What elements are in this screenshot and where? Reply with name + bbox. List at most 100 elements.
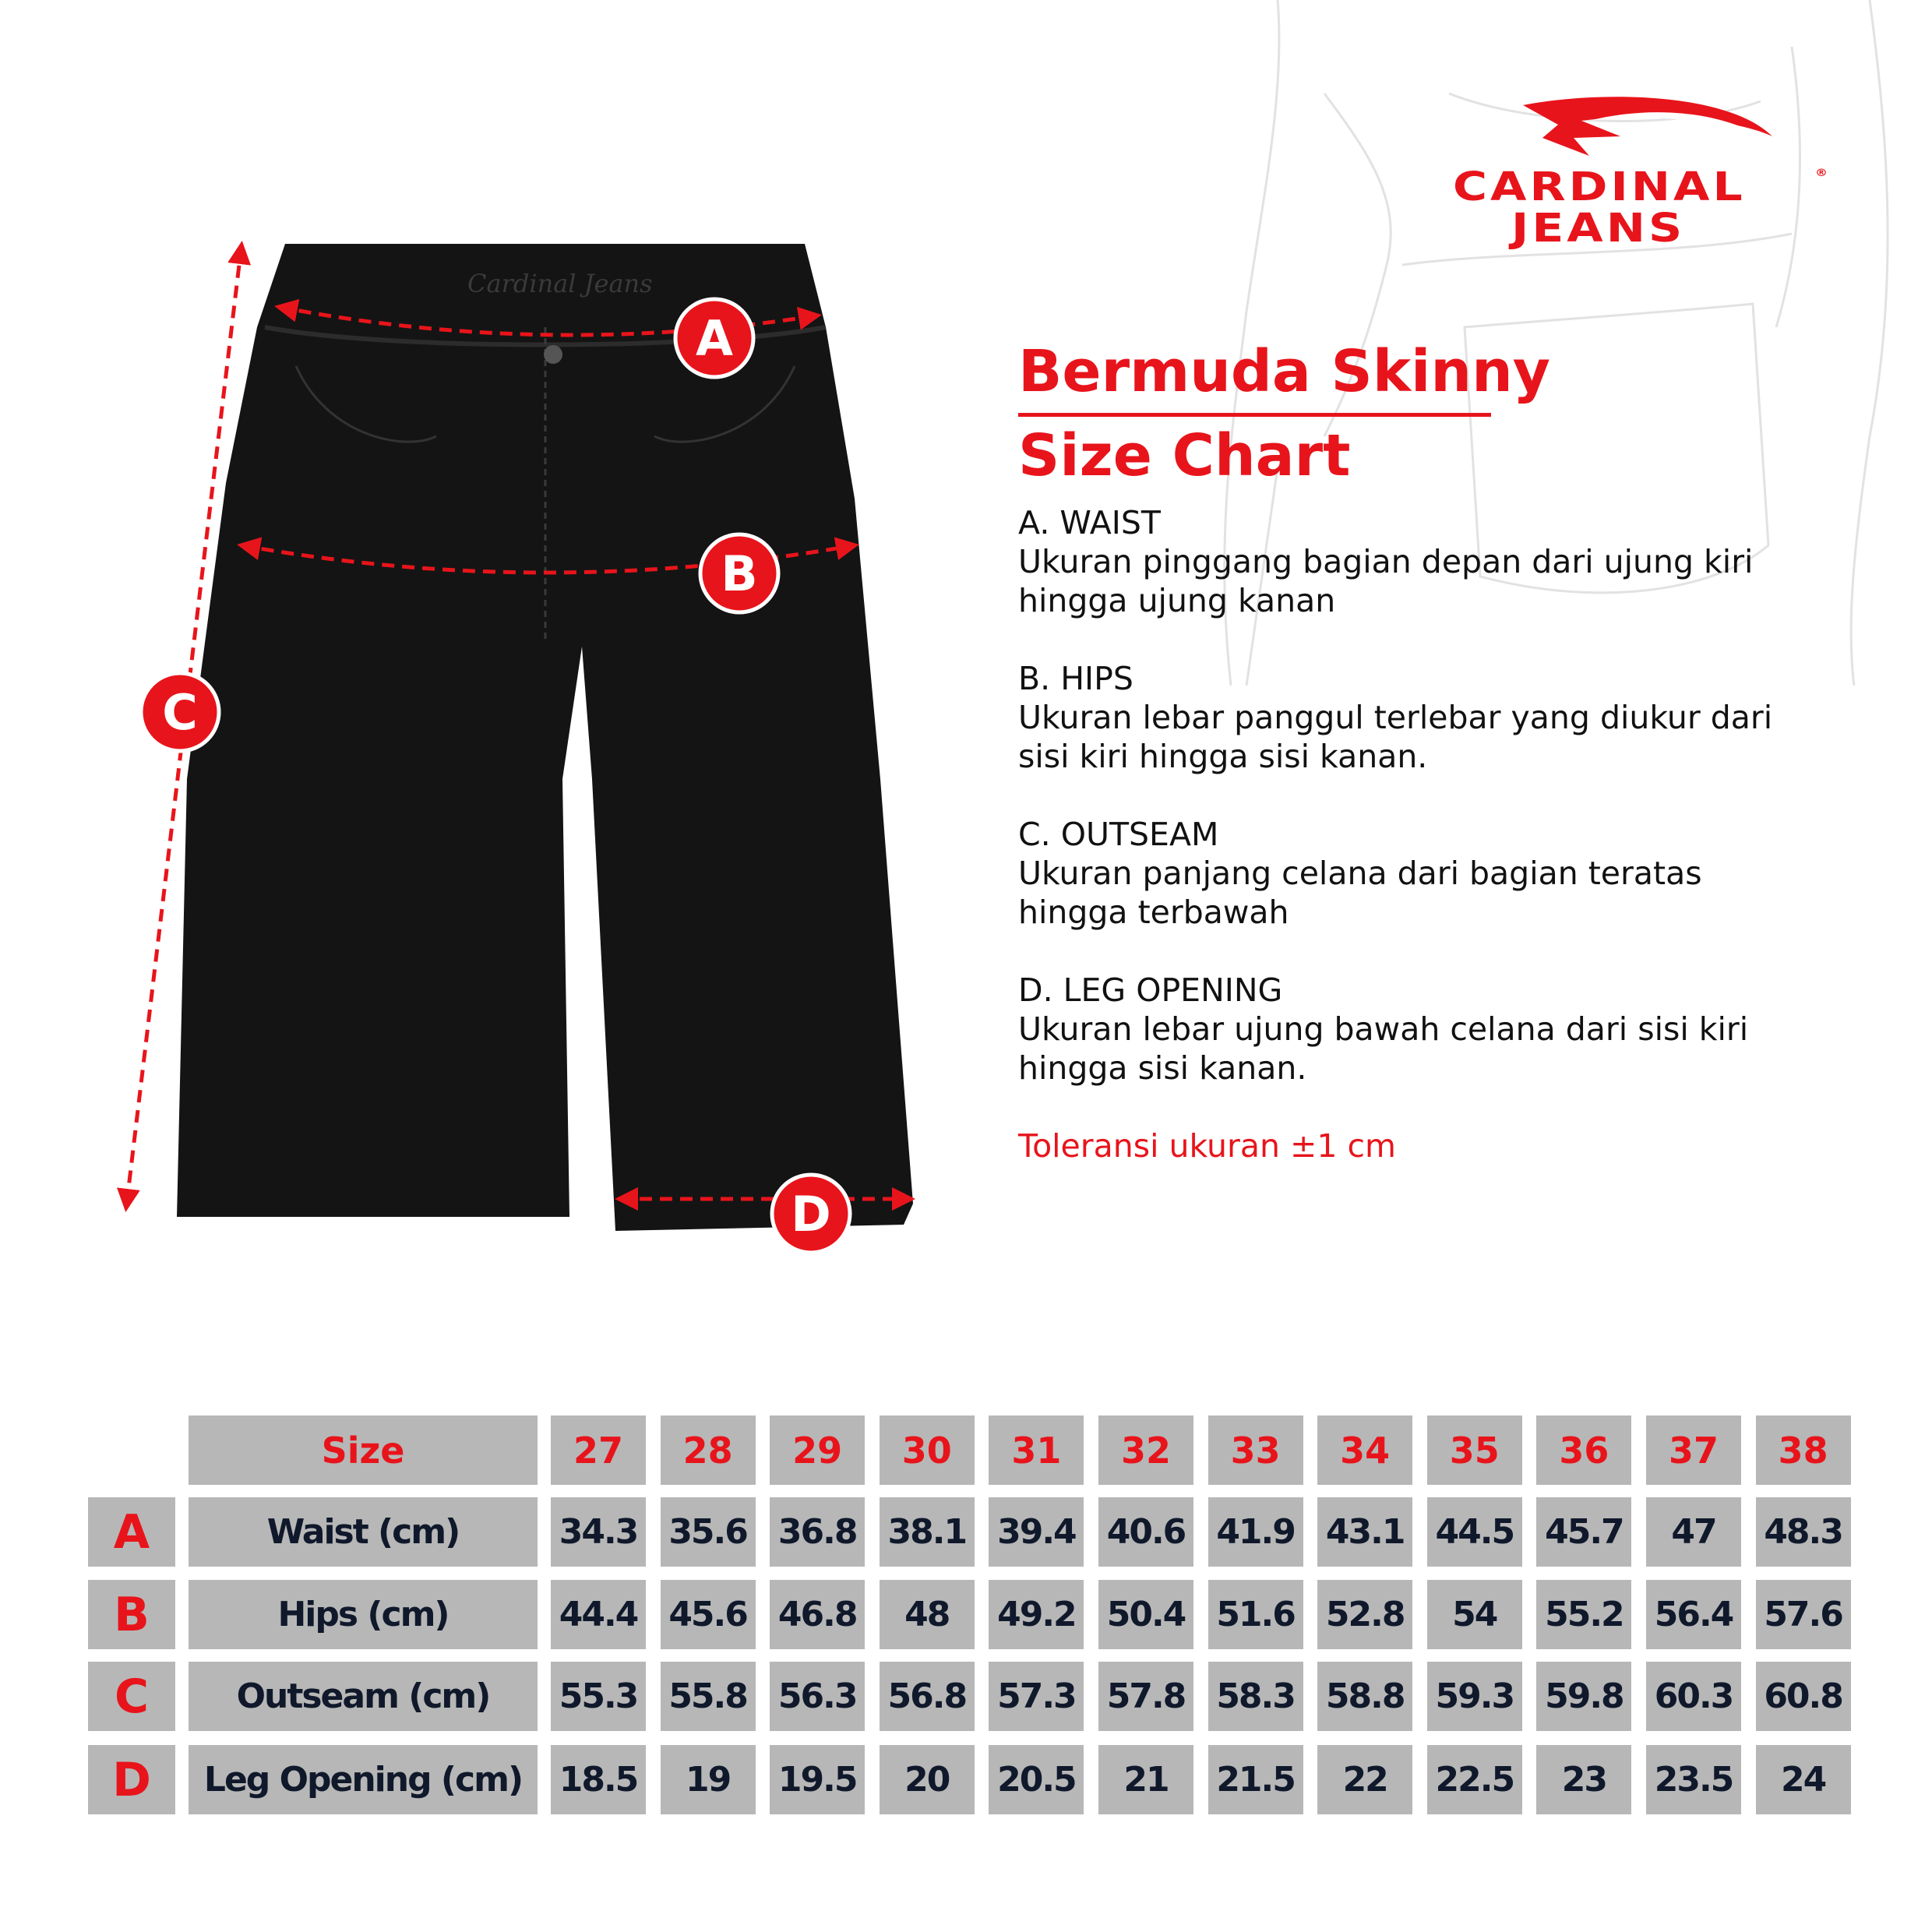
table-cell: 44.5	[1426, 1497, 1522, 1567]
waist-description: A. WAIST Ukuran pinggang bagian depan da…	[1018, 503, 1797, 620]
table-cell: 56.8	[879, 1662, 975, 1731]
table-cell: 39.4	[989, 1497, 1084, 1567]
row-letter: C	[88, 1662, 175, 1731]
svg-text:D: D	[791, 1186, 830, 1243]
svg-text:B: B	[721, 545, 757, 602]
cardinal-jeans-logo: CARDINAL ® JEANS	[1449, 90, 1839, 253]
size-column-header: 38	[1755, 1416, 1851, 1485]
table-cell: 52.8	[1317, 1580, 1413, 1649]
table-cell: 19	[660, 1745, 756, 1814]
title-underline	[1018, 413, 1491, 417]
hips-measure-line	[237, 537, 859, 575]
product-title: Bermuda Skinny	[1018, 338, 1551, 405]
svg-text:C: C	[162, 684, 198, 741]
row-label: Hips (cm)	[189, 1580, 538, 1649]
table-cell: 59.3	[1426, 1662, 1522, 1731]
table-cell: 43.1	[1317, 1497, 1413, 1567]
size-column-header: 34	[1317, 1416, 1413, 1485]
registered-mark: ®	[1815, 166, 1828, 179]
bird-swoosh-icon	[1523, 97, 1772, 156]
row-letter: B	[88, 1580, 175, 1649]
size-column-header: 28	[660, 1416, 756, 1485]
brand-line2: JEANS	[1511, 205, 1686, 252]
table-cell: 18.5	[551, 1745, 646, 1814]
row-letter: D	[88, 1745, 175, 1814]
jeans-illustration: Cardinal Jeans A B C D	[116, 241, 915, 1255]
size-header: Size	[189, 1416, 538, 1485]
hips-description: B. HIPS Ukuran lebar panggul terlebar ya…	[1018, 659, 1797, 776]
table-cell: 41.9	[1208, 1497, 1303, 1567]
table-cell: 55.8	[660, 1662, 756, 1731]
marker-b: B	[698, 532, 781, 615]
section-heading: D. LEG OPENING	[1018, 971, 1283, 1009]
table-cell: 58.3	[1208, 1662, 1303, 1731]
row-label: Outseam (cm)	[189, 1662, 538, 1731]
svg-text:A: A	[696, 310, 733, 367]
table-cell: 21.5	[1208, 1745, 1303, 1814]
table-cell: 57.8	[1098, 1662, 1193, 1731]
table-cell: 35.6	[660, 1497, 756, 1567]
table-cell: 22	[1317, 1745, 1413, 1814]
table-cell: 44.4	[551, 1580, 646, 1649]
leg-opening-description: D. LEG OPENING Ukuran lebar ujung bawah …	[1018, 971, 1797, 1088]
table-cell: 21	[1098, 1745, 1193, 1814]
size-column-header: 32	[1098, 1416, 1193, 1485]
marker-a: A	[673, 297, 756, 379]
table-cell: 45.6	[660, 1580, 756, 1649]
table-cell: 22.5	[1426, 1745, 1522, 1814]
table-cell: 50.4	[1098, 1580, 1193, 1649]
table-cell: 51.6	[1208, 1580, 1303, 1649]
table-cell: 34.3	[551, 1497, 646, 1567]
marker-d: D	[770, 1172, 852, 1255]
table-cell: 56.4	[1646, 1580, 1741, 1649]
table-cell: 48.3	[1755, 1497, 1851, 1567]
table-cell: 40.6	[1098, 1497, 1193, 1567]
table-cell: 20	[879, 1745, 975, 1814]
size-column-header: 36	[1536, 1416, 1632, 1485]
table-cell: 20.5	[989, 1745, 1084, 1814]
table-cell: 47	[1646, 1497, 1741, 1567]
table-cell: 60.3	[1646, 1662, 1741, 1731]
row-label: Leg Opening (cm)	[189, 1745, 538, 1814]
table-cell: 48	[879, 1580, 975, 1649]
table-cell: 54	[1426, 1580, 1522, 1649]
size-column-header: 29	[770, 1416, 866, 1485]
size-chart-heading: Size Chart	[1018, 422, 1351, 489]
section-text: Ukuran panjang celana dari bagian terata…	[1018, 855, 1702, 931]
table-cell: 57.3	[989, 1662, 1084, 1731]
size-column-header: 30	[879, 1416, 975, 1485]
table-cell: 36.8	[770, 1497, 866, 1567]
size-column-header: 37	[1646, 1416, 1741, 1485]
section-heading: A. WAIST	[1018, 504, 1161, 541]
table-cell: 57.6	[1755, 1580, 1851, 1649]
table-cell: 60.8	[1755, 1662, 1851, 1731]
table-cell: 46.8	[770, 1580, 866, 1649]
tolerance-note: Toleransi ukuran ±1 cm	[1018, 1127, 1396, 1165]
jeans-shape	[177, 244, 913, 1231]
jeans-print: Cardinal Jeans	[467, 269, 653, 298]
size-column-header: 35	[1426, 1416, 1522, 1485]
table-cell: 23.5	[1646, 1745, 1741, 1814]
table-cell: 45.7	[1536, 1497, 1632, 1567]
row-label: Waist (cm)	[189, 1497, 538, 1567]
table-cell: 55.3	[551, 1662, 646, 1731]
size-column-header: 31	[989, 1416, 1084, 1485]
size-column-header: 33	[1208, 1416, 1303, 1485]
table-cell: 23	[1536, 1745, 1632, 1814]
section-heading: B. HIPS	[1018, 660, 1133, 697]
brand-line1: CARDINAL	[1453, 164, 1746, 210]
table-cell: 24	[1755, 1745, 1851, 1814]
section-text: Ukuran lebar ujung bawah celana dari sis…	[1018, 1010, 1749, 1087]
marker-c: C	[139, 671, 221, 753]
table-cell: 56.3	[770, 1662, 866, 1731]
table-cell: 58.8	[1317, 1662, 1413, 1731]
table-cell: 38.1	[879, 1497, 975, 1567]
waist-measure-line	[274, 298, 822, 337]
measurement-descriptions: A. WAIST Ukuran pinggang bagian depan da…	[1018, 503, 1797, 1165]
table-cell: 19.5	[770, 1745, 866, 1814]
outseam-description: C. OUTSEAM Ukuran panjang celana dari ba…	[1018, 815, 1797, 932]
section-text: Ukuran pinggang bagian depan dari ujung …	[1018, 543, 1754, 619]
section-heading: C. OUTSEAM	[1018, 816, 1219, 853]
table-cell: 59.8	[1536, 1662, 1632, 1731]
